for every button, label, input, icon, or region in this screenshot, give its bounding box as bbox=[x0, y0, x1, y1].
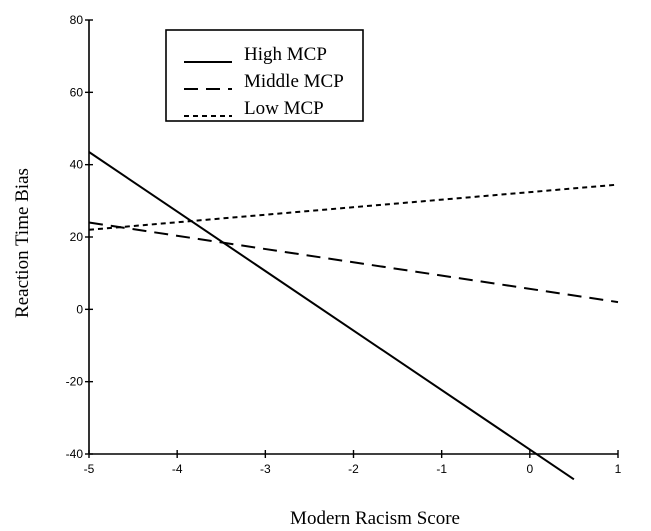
series-line-high-mcp bbox=[88, 151, 575, 481]
y-tick-label: 80 bbox=[70, 13, 84, 27]
x-tick-label: -4 bbox=[172, 462, 183, 476]
x-axis-title: Modern Racism Score bbox=[290, 508, 460, 529]
series-line-middle-mcp bbox=[88, 221, 619, 304]
y-tick-label: 40 bbox=[70, 158, 84, 172]
legend-label-low-mcp: Low MCP bbox=[244, 98, 324, 119]
series-lines bbox=[88, 151, 619, 481]
legend-label-middle-mcp: Middle MCP bbox=[244, 71, 344, 92]
legend-label-high-mcp: High MCP bbox=[244, 44, 327, 65]
y-tick-label: 20 bbox=[70, 230, 84, 244]
x-tick-label: -3 bbox=[260, 462, 271, 476]
legend: High MCP Middle MCP Low MCP bbox=[165, 29, 364, 122]
ticks: -5 -4 -3 -2 -1 0 1 80 60 40 20 0 -20 -40 bbox=[66, 13, 622, 476]
x-tick-label: -5 bbox=[84, 462, 95, 476]
x-tick-label: 1 bbox=[615, 462, 622, 476]
y-tick-label: 0 bbox=[76, 302, 83, 316]
y-tick-label: 60 bbox=[70, 85, 84, 99]
legend-box bbox=[165, 29, 364, 122]
series-line-low-mcp bbox=[88, 183, 619, 231]
x-tick-label: -1 bbox=[436, 462, 447, 476]
x-tick-label: -2 bbox=[348, 462, 359, 476]
y-axis-title: Reaction Time Bias bbox=[12, 168, 33, 318]
x-tick-label: 0 bbox=[526, 462, 533, 476]
y-tick-label: -40 bbox=[66, 447, 84, 461]
y-tick-label: -20 bbox=[66, 375, 84, 389]
